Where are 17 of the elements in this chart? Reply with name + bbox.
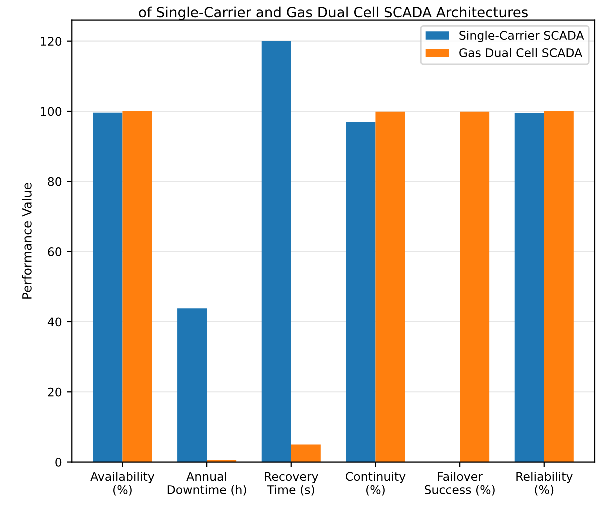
y-tick-label: 120: [41, 37, 62, 46]
x-tick-label: Recovery Time (s): [265, 472, 318, 496]
y-tick-label: 20: [48, 388, 62, 397]
x-tick-label: Availability (%): [90, 472, 155, 496]
x-tick-label: Continuity (%): [346, 472, 406, 496]
y-tick-label: 60: [48, 248, 62, 256]
x-tick-label: Failover Success (%): [424, 472, 495, 496]
y-tick-label: 100: [41, 107, 62, 116]
y-tick-label: 80: [48, 177, 62, 186]
y-tick-label: 0: [56, 458, 62, 467]
chart-title: of Single-Carrier and Gas Dual Cell SCADA Architectures: [139, 6, 528, 20]
y-axis-title: Performance Value: [22, 183, 32, 299]
legend-label: Single-Carrier SCADA: [460, 30, 584, 42]
y-tick-label: 40: [48, 318, 62, 327]
legend-label: Gas Dual Cell SCADA: [460, 48, 583, 58]
x-tick-label: Annual Downtime (h): [168, 472, 246, 496]
x-tick-label: Reliability (%): [516, 472, 573, 496]
